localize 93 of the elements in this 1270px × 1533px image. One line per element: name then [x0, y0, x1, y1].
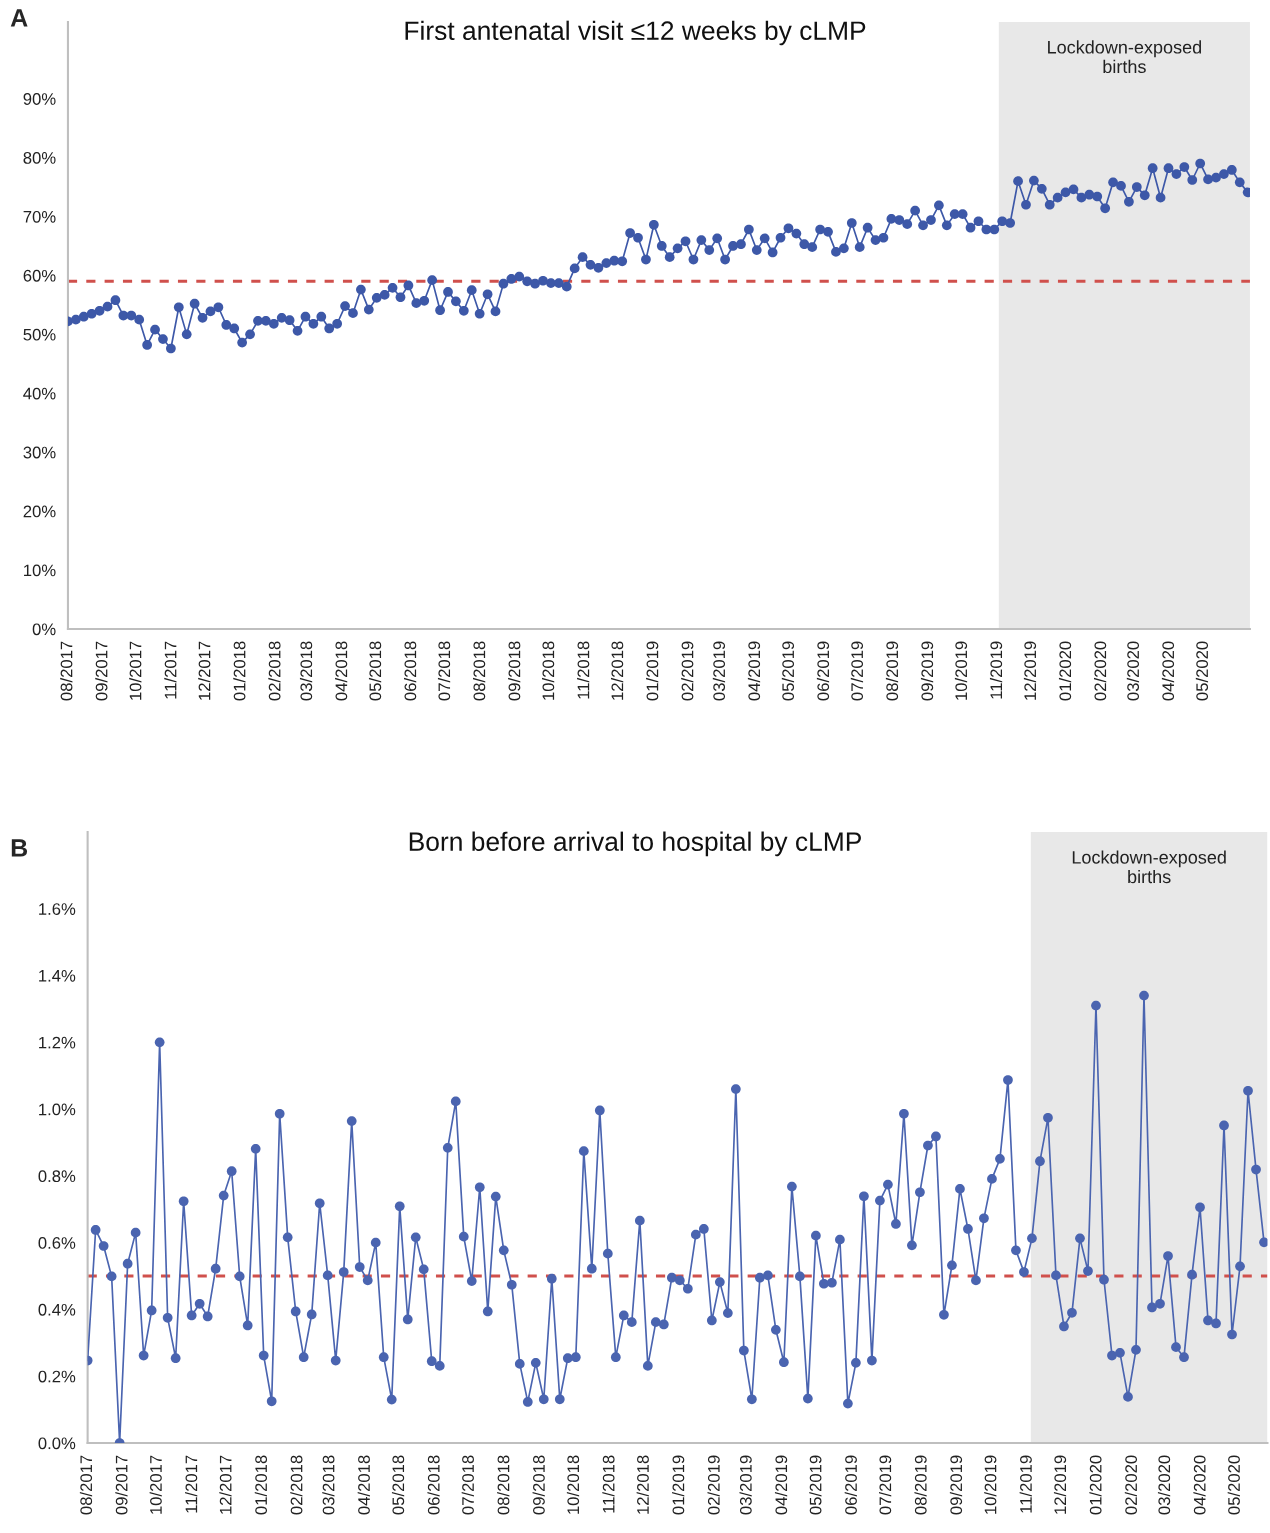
x-tick-label: 10/2018	[542, 641, 555, 700]
y-tick-label: 10%	[24, 564, 56, 577]
x-tick-label: 08/2018	[497, 1455, 510, 1515]
y-tick-label: 0.4%	[38, 1303, 76, 1316]
x-tick-label: 04/2019	[747, 641, 761, 701]
x-tick-label: 11/2017	[185, 1455, 198, 1513]
x-tick-label: 07/2018	[437, 641, 451, 701]
y-tick-label: 1.6%	[39, 903, 76, 915]
x-tick-label: 03/2018	[322, 1455, 335, 1515]
x-tick-label: 05/2019	[809, 1455, 822, 1515]
x-tick-label: 04/2019	[774, 1455, 788, 1515]
band-label: Lockdown-exposed births	[1048, 40, 1202, 74]
x-tick-label: 10/2019	[954, 641, 968, 700]
y-tick-label: 0%	[32, 623, 56, 636]
x-tick-label: 01/2020	[1089, 1455, 1102, 1515]
x-tick-label: 06/2019	[844, 1455, 857, 1515]
x-tick-label: 02/2020	[1124, 1455, 1138, 1515]
x-tick-label: 07/2018	[461, 1455, 474, 1515]
x-tick-label: 09/2018	[508, 641, 521, 701]
text: B	[11, 839, 28, 857]
y-tick-label: 40%	[23, 387, 56, 400]
y-tick-label: 80%	[23, 152, 56, 164]
x-tick-label: 08/2017	[79, 1455, 93, 1515]
x-tick-label: 03/2019	[712, 641, 726, 701]
y-tick-label: 0.2%	[38, 1370, 76, 1383]
x-tick-label: 03/2020	[1126, 641, 1140, 701]
x-tick-label: 09/2019	[949, 1455, 963, 1515]
x-tick-label: 05/2018	[391, 1455, 405, 1515]
band-label: Lockdown-exposed births	[1072, 850, 1226, 884]
x-tick-label: 12/2019	[1023, 641, 1037, 700]
x-tick-label: 12/2017	[198, 641, 211, 700]
x-tick-label: 10/2017	[149, 1455, 162, 1514]
x-tick-label: 04/2018	[357, 1455, 370, 1515]
x-tick-label: 03/2019	[739, 1455, 752, 1515]
y-tick-label: 0.0%	[38, 1437, 76, 1450]
x-tick-label: 02/2018	[290, 1455, 303, 1515]
x-tick-label: 02/2019	[681, 641, 694, 701]
x-tick-label: 11/2017	[164, 641, 177, 699]
x-tick-label: 09/2018	[532, 1455, 545, 1515]
y-tick-label: 50%	[23, 328, 56, 341]
y-tick-label: 1.4%	[39, 970, 76, 982]
x-tick-label: 09/2017	[95, 641, 108, 701]
y-tick-label: 30%	[23, 446, 56, 459]
x-tick-label: 12/2018	[611, 641, 624, 700]
y-tick-label: 20%	[23, 505, 56, 518]
x-tick-label: 12/2019	[1053, 1455, 1067, 1514]
y-tick-label: 0.6%	[38, 1237, 76, 1249]
x-tick-label: 06/2018	[427, 1455, 440, 1515]
x-tick-label: 10/2018	[566, 1455, 580, 1514]
x-tick-label: 04/2020	[1193, 1455, 1206, 1515]
y-tick-label: 70%	[23, 210, 56, 223]
x-tick-label: 10/2017	[129, 641, 142, 700]
x-tick-label: 01/2018	[254, 1455, 268, 1515]
x-tick-label: 05/2020	[1195, 641, 1209, 701]
x-tick-label: 11/2019	[989, 641, 1003, 699]
x-tick-label: 07/2019	[850, 641, 864, 701]
x-tick-label: 07/2019	[878, 1455, 892, 1515]
x-tick-label: 11/2019	[1019, 1455, 1032, 1513]
y-tick-label: 1.0%	[39, 1103, 76, 1116]
x-tick-label: 12/2017	[219, 1455, 232, 1514]
x-tick-label: 02/2018	[268, 641, 281, 701]
x-tick-label: 01/2019	[646, 641, 659, 701]
x-tick-label: 05/2018	[368, 641, 382, 701]
x-tick-label: 02/2019	[707, 1455, 720, 1515]
x-tick-label: 09/2019	[920, 641, 934, 701]
text: A	[10, 9, 28, 27]
y-tick-label: 60%	[23, 269, 56, 282]
x-tick-label: 04/2020	[1161, 641, 1175, 701]
x-tick-label: 08/2019	[914, 1455, 927, 1515]
x-tick-label: 05/2020	[1227, 1455, 1240, 1515]
chart-title: First antenatal visit ≤12 weeks by cLMP	[405, 20, 866, 46]
x-tick-label: 06/2019	[816, 641, 830, 701]
x-tick-label: 04/2018	[335, 641, 348, 701]
chart-title: Born before arrival to hospital by cLMP	[409, 831, 861, 857]
x-tick-label: 03/2018	[299, 641, 313, 701]
x-tick-label: 01/2018	[233, 641, 246, 701]
x-tick-label: 06/2018	[404, 641, 417, 701]
y-tick-label: 1.2%	[39, 1036, 76, 1049]
y-tick-label: 90%	[23, 93, 56, 105]
x-tick-label: 05/2019	[781, 641, 795, 701]
y-tick-label: 0.8%	[38, 1170, 76, 1183]
x-tick-label: 03/2020	[1157, 1455, 1171, 1515]
x-tick-label: 11/2018	[602, 1455, 615, 1513]
x-tick-label: 02/2020	[1093, 641, 1107, 701]
x-tick-label: 01/2020	[1058, 641, 1072, 701]
x-tick-label: 01/2019	[672, 1455, 685, 1515]
x-tick-label: 09/2017	[115, 1455, 128, 1515]
x-tick-label: 12/2018	[636, 1455, 649, 1514]
x-tick-label: 08/2018	[473, 641, 486, 701]
x-tick-label: 10/2019	[984, 1455, 997, 1514]
x-tick-label: 08/2017	[60, 641, 73, 701]
x-tick-label: 11/2018	[577, 641, 590, 699]
x-tick-label: 08/2019	[885, 641, 899, 701]
